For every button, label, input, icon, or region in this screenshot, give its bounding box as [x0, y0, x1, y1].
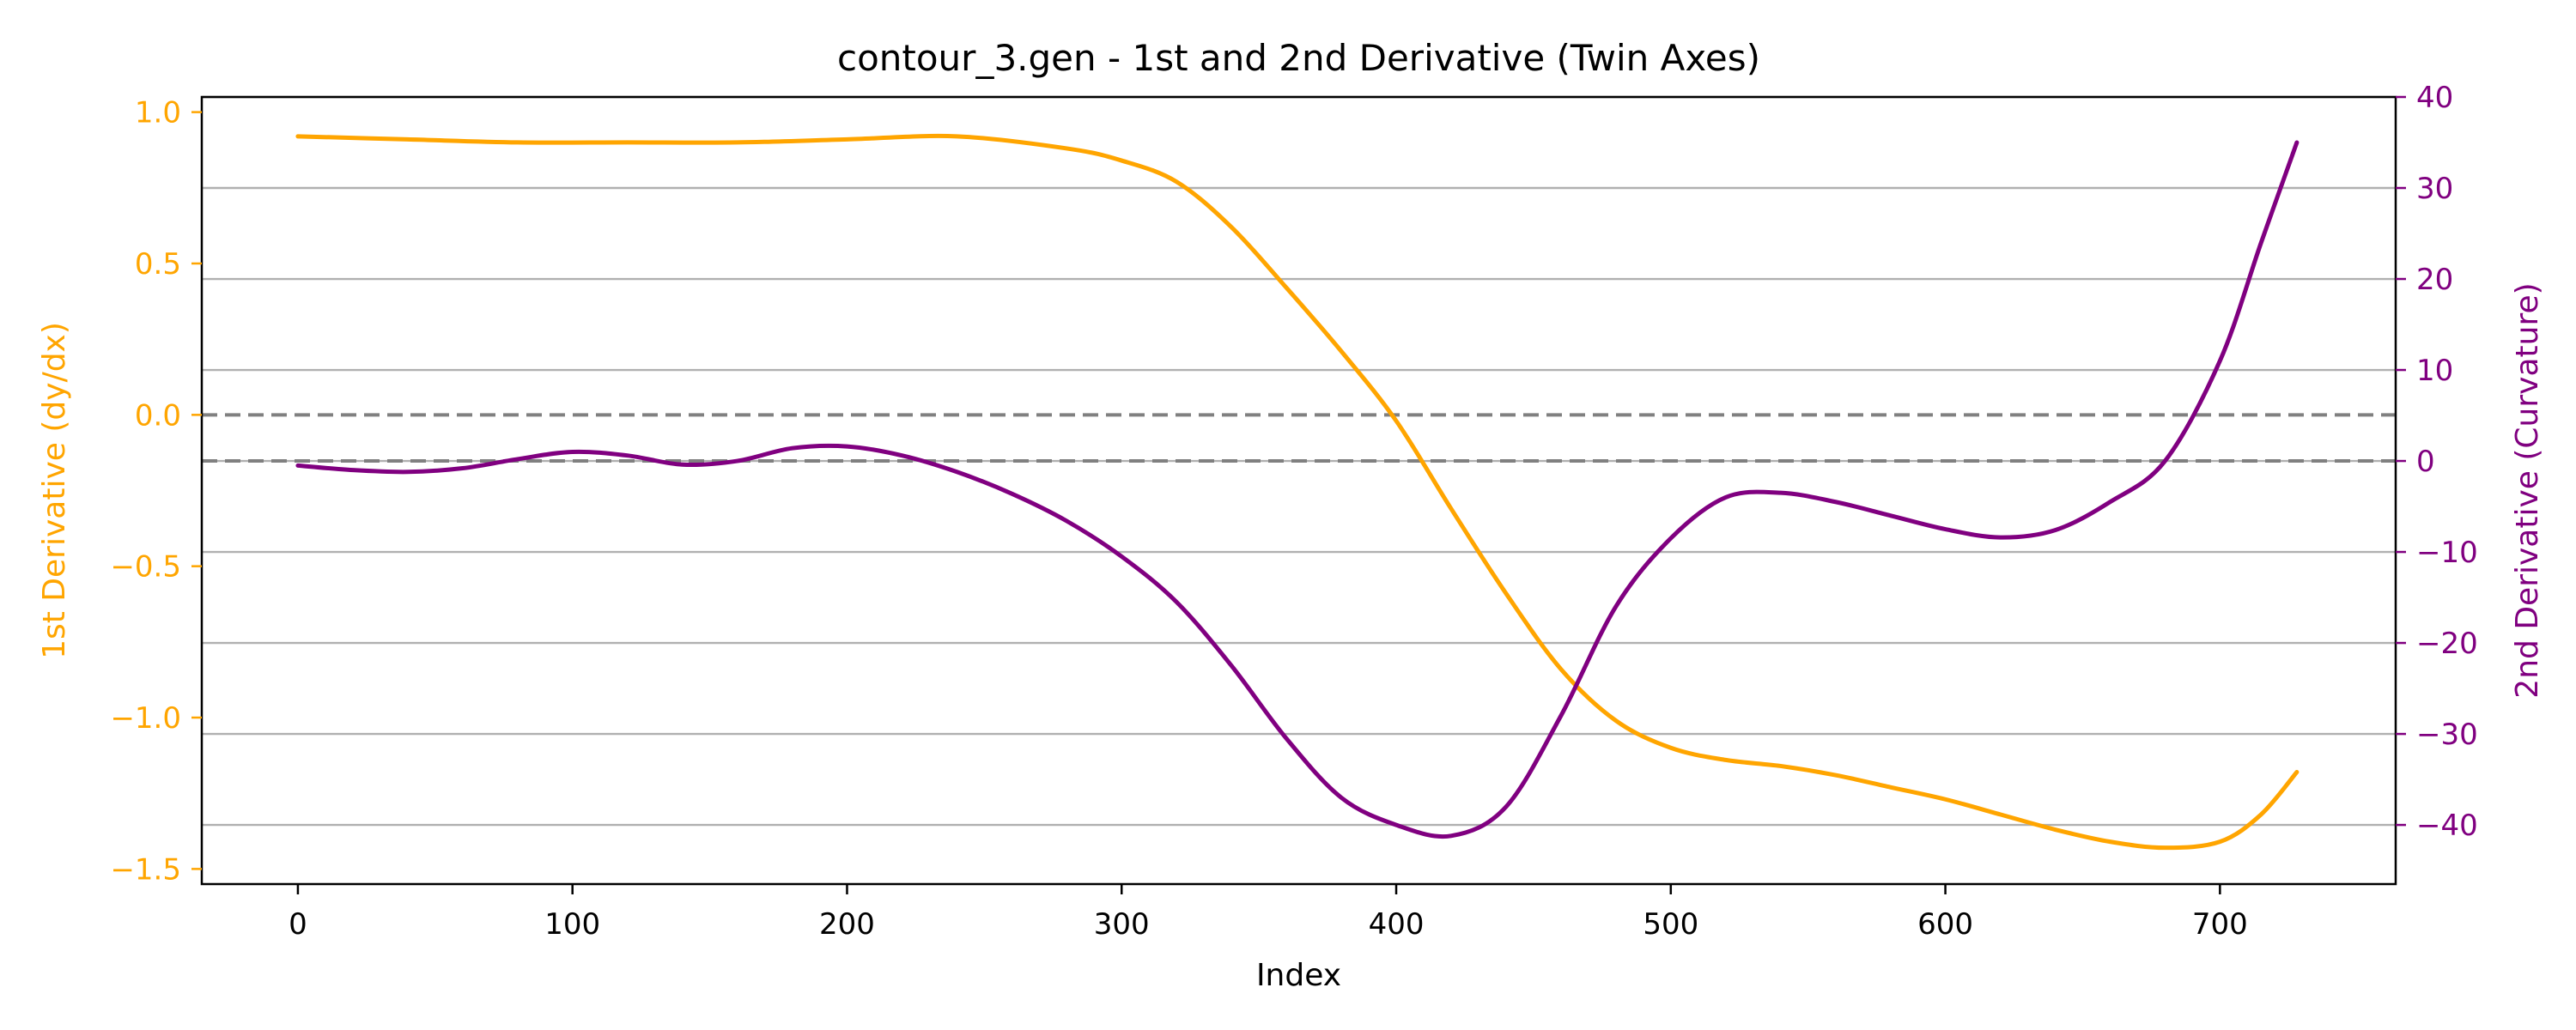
x-tick-label: 200: [819, 907, 875, 942]
x-tick-label: 0: [289, 907, 307, 942]
left-y-tick-label: −1.0: [110, 701, 181, 736]
series-lines: [295, 133, 2300, 851]
right-y-tick-label: 40: [2416, 81, 2453, 115]
right-y-tick-label: −20: [2416, 627, 2478, 661]
plot-frame: [200, 95, 2397, 886]
x-axis: 0 100 200 300 400 500 600 700: [289, 884, 2248, 942]
right-y-axis: 40 30 20 10 0 −10 −20 −30 −40: [2396, 81, 2478, 843]
right-y-tick-label: 0: [2416, 445, 2435, 479]
right-y-tick-label: −30: [2416, 718, 2478, 752]
reference-lines: [202, 413, 2396, 464]
x-tick-label: 300: [1094, 907, 1150, 942]
right-y-axis-label: 2nd Derivative (Curvature): [2510, 282, 2545, 698]
left-y-tick-label: 0.0: [135, 398, 181, 433]
left-y-tick-label: −1.5: [110, 852, 181, 887]
second-derivative-line: [295, 140, 2300, 839]
right-y-tick-label: 20: [2416, 263, 2453, 297]
right-y-tick-label: 30: [2416, 172, 2453, 206]
right-y-tick-label: 10: [2416, 354, 2453, 388]
x-tick-label: 400: [1369, 907, 1425, 942]
x-tick-label: 700: [2192, 907, 2248, 942]
right-y-tick-label: −10: [2416, 536, 2478, 570]
x-tick-label: 500: [1643, 907, 1698, 942]
left-y-tick-label: 0.5: [135, 247, 181, 282]
x-tick-label: 100: [544, 907, 600, 942]
left-y-axis-label: 1st Derivative (dy/dx): [37, 322, 72, 659]
first-derivative-line: [295, 133, 2300, 851]
chart-title: contour_3.gen - 1st and 2nd Derivative (…: [837, 37, 1760, 79]
x-axis-label: Index: [1256, 958, 1341, 993]
left-y-tick-label: −0.5: [110, 550, 181, 585]
left-y-axis: 1.0 0.5 0.0 −0.5 −1.0 −1.5: [110, 96, 202, 887]
x-tick-label: 600: [1917, 907, 1973, 942]
right-y-tick-label: −40: [2416, 809, 2478, 843]
left-y-tick-label: 1.0: [135, 96, 181, 130]
